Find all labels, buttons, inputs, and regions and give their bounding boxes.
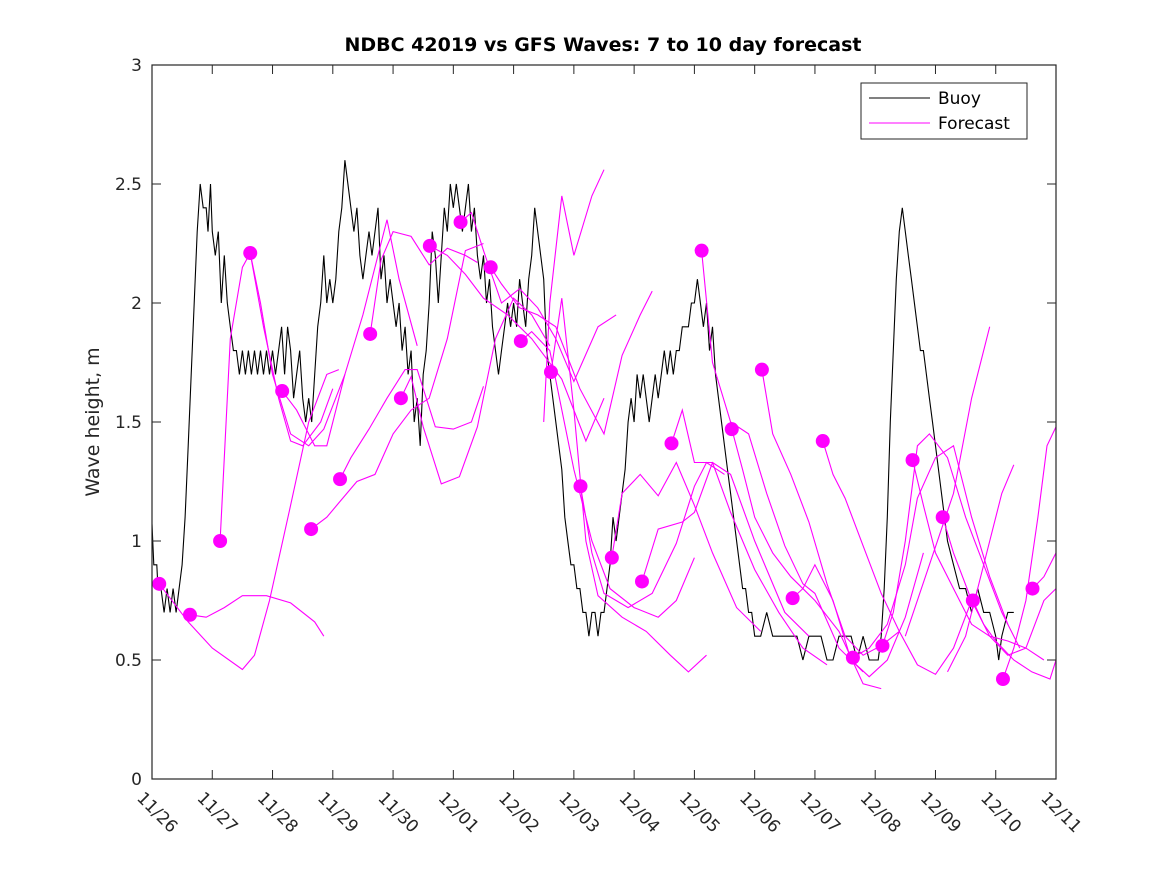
forecast-start-marker-0 [152, 576, 167, 591]
forecast-line-7 [369, 230, 478, 334]
forecast-line-17 [670, 408, 828, 666]
y-tick-label: 1.5 [115, 413, 142, 433]
forecast-start-marker-24 [875, 638, 890, 653]
x-tick-label: 11/28 [253, 788, 302, 837]
forecast-line-6 [339, 369, 485, 480]
forecast-line-22 [822, 440, 973, 676]
x-tick-label: 11/26 [132, 788, 181, 837]
forecast-line-9 [429, 245, 605, 443]
forecast-line-3 [249, 252, 334, 447]
forecast-start-marker-14 [573, 479, 588, 494]
y-tick-label: 0.5 [115, 651, 142, 671]
forecast-line-8 [400, 297, 551, 485]
forecast-line-4 [281, 219, 418, 447]
forecast-start-marker-27 [965, 593, 980, 608]
y-tick-label: 1 [131, 532, 142, 552]
x-tick-label: 11/29 [313, 788, 362, 837]
forecast-start-marker-10 [453, 215, 468, 230]
forecast-start-marker-11 [483, 260, 498, 275]
y-tick-label: 2.5 [115, 175, 142, 195]
x-tick-label: 12/05 [675, 788, 724, 837]
forecast-line-20 [761, 369, 900, 656]
forecast-start-marker-1 [182, 607, 197, 622]
forecast-line-13 [550, 298, 707, 673]
forecast-line-5 [310, 242, 484, 530]
forecast-line-15 [611, 461, 762, 632]
x-tick-label: 12/08 [856, 788, 905, 837]
y-axis: 0 0.5 1 1.5 2 2.5 3 [115, 56, 1056, 790]
forecast-line-18 [701, 250, 864, 673]
legend: Buoy Forecast [860, 82, 1028, 140]
x-tick-label: 12/02 [494, 788, 543, 837]
x-tick-label: 12/03 [554, 788, 603, 837]
forecast-start-marker-2 [213, 534, 228, 548]
forecast-start-marker-22 [815, 434, 830, 449]
x-tick-label: 11/30 [374, 788, 423, 837]
forecast-start-marker-25 [905, 453, 920, 468]
buoy-series-line [152, 160, 1014, 661]
forecast-start-marker-5 [304, 522, 319, 537]
forecast-start-marker-28 [995, 672, 1010, 687]
forecast-start-marker-3 [243, 246, 258, 261]
forecast-start-marker-16 [634, 574, 649, 589]
x-tick-label: 12/07 [795, 788, 844, 837]
forecast-line-32 [947, 464, 1015, 673]
x-tick-label: 12/09 [916, 788, 965, 837]
forecast-start-marker-23 [845, 650, 860, 665]
legend-buoy-label: Buoy [938, 89, 981, 109]
forecast-start-marker-9 [422, 238, 437, 253]
forecast-start-marker-20 [754, 362, 769, 377]
legend-box [860, 82, 1028, 140]
forecast-line-25 [912, 459, 1045, 661]
axes-frame [151, 64, 1057, 780]
x-tick-label: 12/11 [1036, 788, 1085, 837]
forecast-line-23 [852, 444, 1009, 659]
forecast-line-31 [904, 326, 991, 637]
y-tick-label: 2 [131, 294, 142, 314]
forecast-start-marker-4 [275, 384, 290, 399]
forecast-start-marker-18 [694, 243, 709, 258]
forecast-line-16 [641, 461, 810, 637]
y-tick-label: 3 [131, 56, 142, 76]
forecast-line-24 [881, 433, 1021, 649]
forecast-line-14 [579, 461, 725, 609]
x-tick-label: 12/01 [434, 788, 483, 837]
forecast-start-marker-15 [604, 550, 619, 565]
forecast-start-marker-8 [393, 391, 408, 406]
forecast-line-19 [731, 428, 882, 690]
forecast-line-28 [1002, 426, 1056, 680]
legend-forecast-label: Forecast [938, 114, 1010, 134]
forecast-line-0 [158, 369, 340, 671]
forecast-line-27 [972, 600, 1056, 680]
y-tick-label: 0 [131, 770, 142, 790]
forecast-start-marker-26 [935, 510, 950, 525]
forecast-start-marker-29 [1025, 581, 1040, 596]
plot-area [152, 160, 1056, 690]
forecast-line-30 [543, 169, 605, 423]
x-tick-label: 12/06 [735, 788, 784, 837]
forecast-start-marker-12 [513, 334, 528, 349]
forecast-line-12 [520, 330, 695, 618]
x-tick-label: 12/10 [976, 788, 1025, 837]
forecast-start-marker-13 [543, 365, 558, 380]
forecast-line-1 [189, 595, 325, 637]
forecast-line-10 [460, 211, 617, 383]
forecast-start-marker-19 [724, 422, 739, 437]
x-tick-label: 11/27 [193, 788, 242, 837]
forecast-start-marker-6 [333, 472, 348, 487]
forecast-start-marker-17 [664, 436, 679, 451]
forecast-start-marker-7 [363, 326, 378, 341]
forecast-line-26 [942, 517, 1056, 656]
chart-title: NDBC 42019 vs GFS Waves: 7 to 10 day for… [344, 34, 861, 56]
forecast-start-marker-21 [785, 591, 800, 606]
x-tick-label: 12/04 [615, 788, 664, 837]
y-axis-label: Wave height, m [82, 347, 104, 496]
